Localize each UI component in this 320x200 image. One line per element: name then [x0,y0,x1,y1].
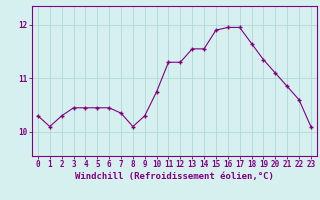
X-axis label: Windchill (Refroidissement éolien,°C): Windchill (Refroidissement éolien,°C) [75,172,274,181]
